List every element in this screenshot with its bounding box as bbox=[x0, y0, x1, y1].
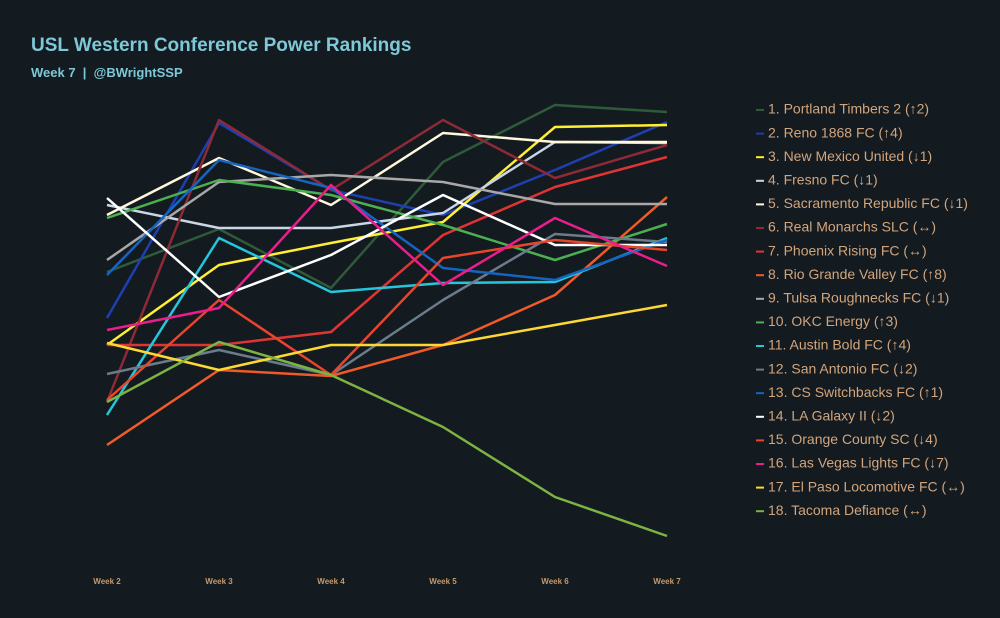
chart-title: USL Western Conference Power Rankings bbox=[31, 35, 411, 56]
series-line bbox=[106, 232, 668, 377]
legend-label: 4. Fresno FC (↓1) bbox=[768, 172, 878, 188]
series-line bbox=[106, 158, 668, 282]
series-line bbox=[105, 236, 668, 416]
x-tick-label: Week 4 bbox=[317, 577, 345, 586]
series-line bbox=[106, 178, 668, 262]
legend-label: 3. New Mexico United (↓1) bbox=[768, 148, 932, 164]
legend-label: 10. OKC Energy (↑3) bbox=[768, 313, 898, 329]
chart-subtitle: Week 7 | @BWrightSSP bbox=[31, 65, 183, 80]
legend-label: 11. Austin Bold FC (↑4) bbox=[768, 337, 911, 353]
x-tick-label: Week 2 bbox=[93, 577, 121, 586]
legend-label: 17. El Paso Locomotive FC (↔) bbox=[768, 478, 965, 494]
x-tick-label: Week 3 bbox=[205, 577, 233, 586]
legend-label: 18. Tacoma Defiance (↔) bbox=[768, 502, 926, 518]
x-tick-label: Week 5 bbox=[429, 577, 457, 586]
legend-label: 7. Phoenix Rising FC (↔) bbox=[768, 242, 927, 258]
legend-label: 12. San Antonio FC (↓2) bbox=[768, 360, 917, 376]
legend-label: 14. LA Galaxy II (↓2) bbox=[768, 408, 895, 424]
series-line bbox=[105, 118, 668, 403]
legend-label: 8. Rio Grande Valley FC (↑8) bbox=[768, 266, 947, 282]
legend-label: 2. Reno 1868 FC (↑4) bbox=[768, 124, 903, 140]
series-line bbox=[105, 120, 668, 319]
series-line bbox=[106, 193, 667, 299]
x-tick-label: Week 6 bbox=[541, 577, 569, 586]
series-line bbox=[106, 340, 668, 538]
legend-label: 6. Real Monarchs SLC (↔) bbox=[768, 219, 936, 235]
legend-label: 9. Tulsa Roughnecks FC (↓1) bbox=[768, 290, 949, 306]
legend-label: 1. Portland Timbers 2 (↑2) bbox=[768, 101, 929, 117]
legend-label: 13. CS Switchbacks FC (↑1) bbox=[768, 384, 943, 400]
series-line bbox=[106, 183, 668, 332]
series-line bbox=[106, 173, 667, 262]
series-line bbox=[106, 196, 668, 447]
series-line bbox=[107, 155, 668, 347]
legend-label: 15. Orange County SC (↓4) bbox=[768, 431, 938, 447]
series-line bbox=[106, 123, 668, 347]
series-line bbox=[106, 238, 668, 401]
legend-label: 5. Sacramento Republic FC (↓1) bbox=[768, 195, 968, 211]
series-line bbox=[106, 303, 668, 372]
x-tick-label: Week 7 bbox=[653, 577, 681, 586]
legend-label: 16. Las Vegas Lights FC (↓7) bbox=[768, 455, 949, 471]
